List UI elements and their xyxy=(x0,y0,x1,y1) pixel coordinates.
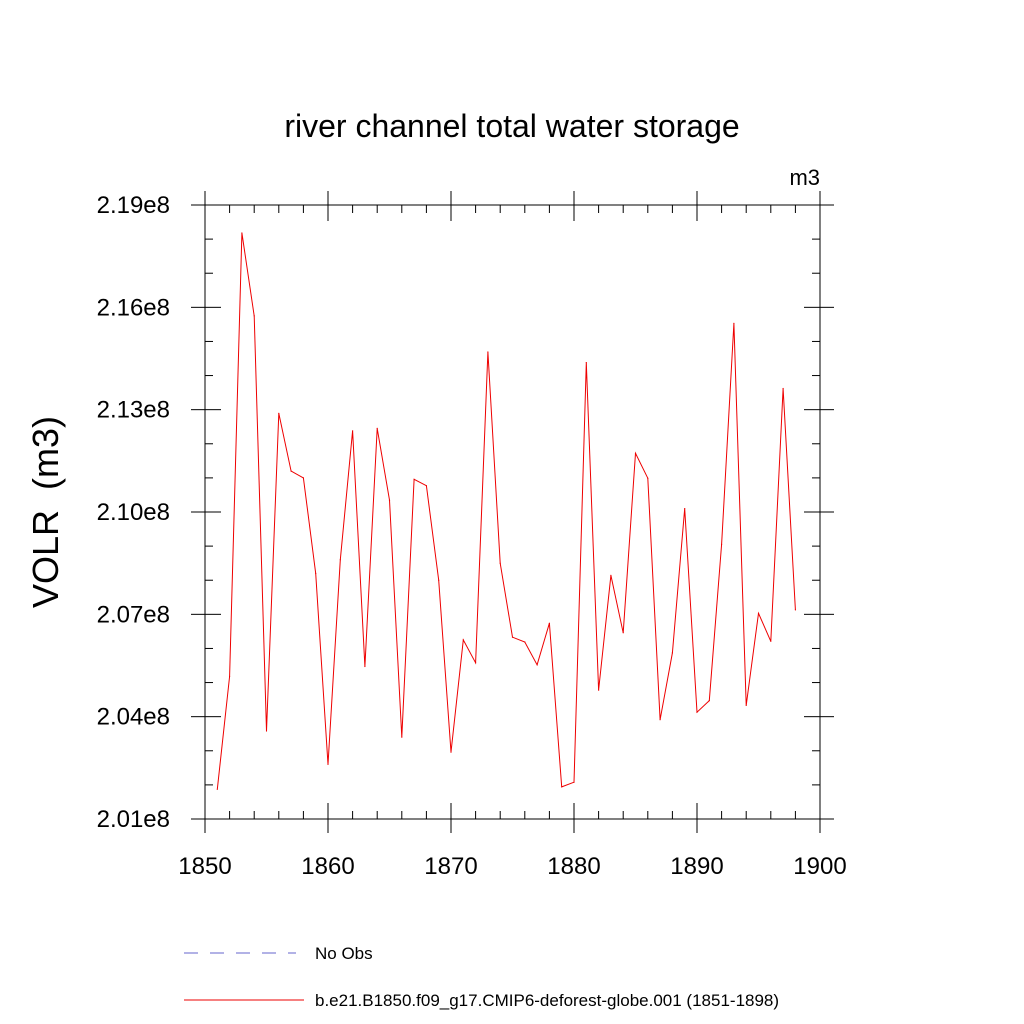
data-point xyxy=(598,689,600,691)
data-point xyxy=(671,652,674,654)
data-point xyxy=(659,719,661,721)
data-point xyxy=(216,788,218,790)
data-point xyxy=(290,470,292,472)
data-point xyxy=(770,640,772,642)
data-point xyxy=(794,609,797,611)
data-point xyxy=(721,543,723,546)
data-point xyxy=(487,351,489,353)
data-point xyxy=(684,508,686,510)
data-point xyxy=(708,700,710,702)
data-point xyxy=(782,387,784,390)
data-point xyxy=(548,622,551,624)
y-tick-label: 2.10e8 xyxy=(97,499,170,526)
data-point xyxy=(413,478,415,480)
data-point xyxy=(475,662,477,664)
x-axis-ticks: 1850 1860 1870 1880 1890 1900 xyxy=(178,191,847,880)
plot-frame xyxy=(204,204,821,820)
data-point xyxy=(511,636,514,638)
data-point xyxy=(536,664,538,666)
data-point xyxy=(327,763,329,766)
y-tick-label: 2.16e8 xyxy=(97,294,170,321)
data-point xyxy=(253,315,255,317)
data-point xyxy=(733,322,735,324)
data-point xyxy=(352,430,354,432)
legend: No Obs b.e21.B1850.f09_g17.CMIP6-defores… xyxy=(184,944,779,1010)
chart-title: river channel total water storage xyxy=(284,108,739,144)
data-point xyxy=(499,562,501,564)
series-layer xyxy=(216,232,797,790)
data-point xyxy=(585,362,587,364)
y-tick-label: 2.19e8 xyxy=(97,192,170,219)
y-tick-label: 2.04e8 xyxy=(97,704,170,731)
y-axis-ticks: 2.01e8 2.04e8 2.07e8 2.10e8 2.13e8 2.16e8 2.19… xyxy=(97,192,834,833)
data-point xyxy=(229,675,231,678)
data-point xyxy=(315,572,317,575)
data-point xyxy=(265,730,268,732)
x-tick-label: 1900 xyxy=(793,853,846,880)
data-point xyxy=(438,579,440,581)
data-point xyxy=(634,452,637,454)
data-point xyxy=(573,781,575,783)
units-label: m3 xyxy=(789,165,820,190)
data-point xyxy=(745,704,747,707)
data-point xyxy=(757,612,760,614)
legend-label-no-obs: No Obs xyxy=(315,944,373,963)
x-tick-label: 1890 xyxy=(670,853,723,880)
data-point xyxy=(696,711,698,713)
x-tick-label: 1860 xyxy=(301,853,354,880)
data-point xyxy=(561,786,563,788)
data-point xyxy=(425,485,427,487)
data-point xyxy=(278,412,280,414)
y-axis-label: VOLR (m3) xyxy=(25,416,66,608)
data-point xyxy=(450,751,452,753)
y-tick-label: 2.01e8 xyxy=(97,806,170,833)
data-point xyxy=(401,736,403,738)
y-tick-label: 2.07e8 xyxy=(97,601,170,628)
data-point xyxy=(524,641,526,643)
data-point xyxy=(622,632,624,634)
y-tick-label: 2.13e8 xyxy=(97,397,170,424)
x-tick-label: 1870 xyxy=(424,853,477,880)
series-line-0 xyxy=(216,232,796,790)
x-tick-label: 1880 xyxy=(547,853,600,880)
data-point xyxy=(302,477,304,479)
data-point xyxy=(647,477,649,479)
data-point xyxy=(241,232,243,234)
data-point xyxy=(376,427,378,429)
data-point xyxy=(610,574,612,577)
legend-label-model: b.e21.B1850.f09_g17.CMIP6-deforest-globe… xyxy=(315,991,779,1010)
data-point xyxy=(339,559,341,561)
data-point xyxy=(388,499,391,501)
x-tick-label: 1850 xyxy=(178,853,231,880)
data-point xyxy=(364,665,366,668)
data-point xyxy=(462,639,464,641)
